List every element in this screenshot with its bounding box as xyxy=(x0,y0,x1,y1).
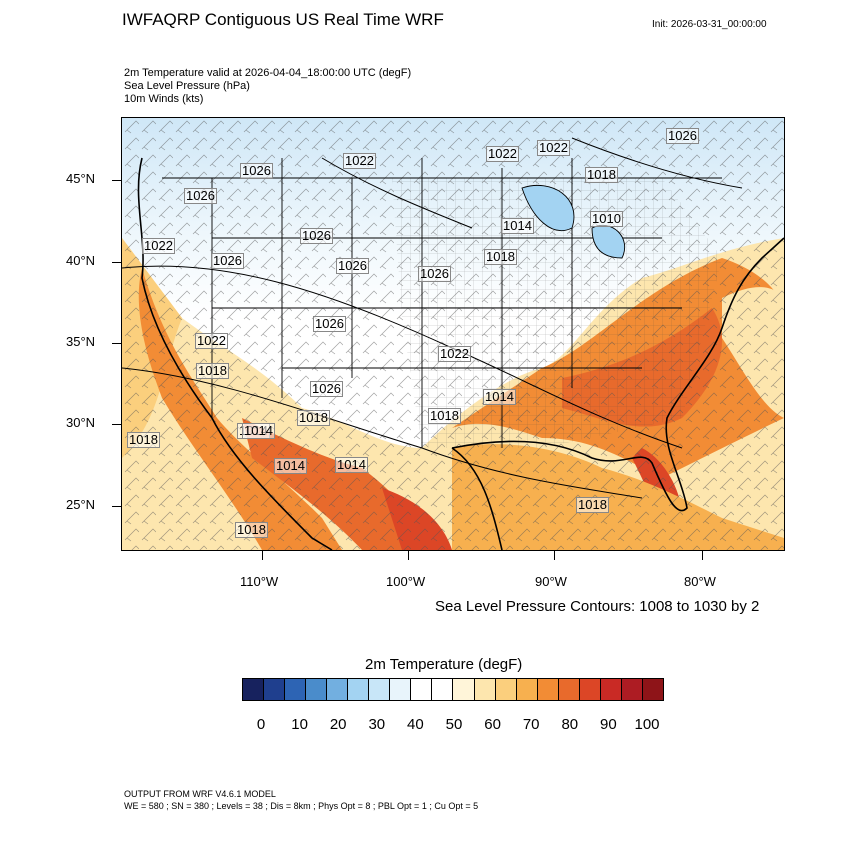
isobar-label: 1018 xyxy=(576,497,609,513)
colorbar-swatch xyxy=(348,679,370,700)
colorbar-label: 70 xyxy=(522,716,540,733)
colorbar-swatch xyxy=(243,679,265,700)
county-grid xyxy=(392,178,722,448)
footer-config: WE = 580 ; SN = 380 ; Levels = 38 ; Dis … xyxy=(124,801,479,811)
colorbar-swatch xyxy=(558,679,580,700)
init-time: Init: 2026-03-31_00:00:00 xyxy=(652,19,767,30)
isobar-label: 1014 xyxy=(335,457,368,473)
colorbar-label: 60 xyxy=(484,716,501,733)
isobar-label: 1018 xyxy=(127,432,160,448)
colorbar-swatch xyxy=(537,679,559,700)
isobar-label: 1026 xyxy=(313,316,346,332)
colorbar-swatch xyxy=(516,679,538,700)
isobar-label: 1022 xyxy=(195,333,228,349)
coastline xyxy=(137,157,784,550)
state-borders xyxy=(162,158,722,448)
lat-tick xyxy=(112,424,121,425)
lon-tick xyxy=(554,551,555,560)
colorbar-swatch xyxy=(369,679,391,700)
colorbar-title: 2m Temperature (degF) xyxy=(365,656,523,673)
isobar-label: 1026 xyxy=(184,188,217,204)
footer-model: OUTPUT FROM WRF V4.6.1 MODEL xyxy=(124,789,276,799)
isobar-label: 1026 xyxy=(310,381,343,397)
colorbar-label: 100 xyxy=(634,716,660,733)
colorbar-swatch xyxy=(432,679,454,700)
colorbar-swatch xyxy=(600,679,622,700)
lat-tick xyxy=(112,506,121,507)
isobar-label: 1014 xyxy=(501,218,534,234)
isobar-label: 1022 xyxy=(142,238,175,254)
colorbar-label: 10 xyxy=(291,716,308,733)
colorbar-label: 80 xyxy=(561,716,579,733)
colorbar xyxy=(242,678,664,701)
lat-tick xyxy=(112,343,121,344)
colorbar-label: 40 xyxy=(407,716,424,733)
field-label-pressure: Sea Level Pressure (hPa) xyxy=(124,80,250,92)
field-label-winds: 10m Winds (kts) xyxy=(124,93,204,105)
colorbar-swatch xyxy=(327,679,349,700)
isobar-label: 1018 xyxy=(484,249,517,265)
isobar-label: 1014 xyxy=(274,458,307,474)
colorbar-swatch xyxy=(306,679,328,700)
colorbar-swatch xyxy=(285,679,307,700)
lon-label-110: 110°W xyxy=(240,574,279,589)
colorbar-label: 0 xyxy=(256,716,266,733)
isobar-label: 1026 xyxy=(211,253,244,269)
isobar-label: 1018 xyxy=(297,410,330,426)
lat-label-35: 35°N xyxy=(66,334,96,349)
colorbar-label: 50 xyxy=(445,716,463,733)
isobar-label: 1022 xyxy=(537,140,570,156)
isobar-label: 1018 xyxy=(585,167,618,183)
colorbar-swatch xyxy=(474,679,496,700)
colorbar-swatch xyxy=(453,679,475,700)
lon-tick xyxy=(702,551,703,560)
isobar-label: 1018 xyxy=(428,408,461,424)
lat-label-40: 40°N xyxy=(66,253,96,268)
colorbar-label: 20 xyxy=(329,716,347,733)
isobar-label: 1014 xyxy=(242,423,275,439)
isobar-label: 1026 xyxy=(666,128,699,144)
lat-label-45: 45°N xyxy=(66,171,96,186)
colorbar-swatch xyxy=(495,679,517,700)
isobar-label: 1026 xyxy=(300,228,333,244)
lon-label-90: 90°W xyxy=(535,574,567,589)
page-title: IWFAQRP Contiguous US Real Time WRF xyxy=(122,10,444,29)
isobars xyxy=(122,137,743,499)
isobar-label: 1010 xyxy=(590,211,623,227)
isobar-label: 1026 xyxy=(418,266,451,282)
contour-note: Sea Level Pressure Contours: 1008 to 103… xyxy=(435,598,760,615)
lat-tick xyxy=(112,262,121,263)
colorbar-label: 90 xyxy=(600,716,617,733)
isobar-label: 1026 xyxy=(240,163,273,179)
lon-label-80: 80°W xyxy=(684,574,716,589)
colorbar-swatch xyxy=(264,679,286,700)
colorbar-label: 30 xyxy=(368,716,386,733)
lat-label-30: 30°N xyxy=(66,415,96,430)
isobar-label: 1026 xyxy=(336,258,369,274)
isobar-label: 1022 xyxy=(343,153,376,169)
isobar-label: 1022 xyxy=(486,146,519,162)
colorbar-swatch xyxy=(390,679,412,700)
isobar-label: 1014 xyxy=(483,389,516,405)
isobar-label: 1022 xyxy=(438,346,471,362)
colorbar-swatch xyxy=(621,679,643,700)
field-label-temperature: 2m Temperature valid at 2026-04-04_18:00… xyxy=(124,67,412,79)
colorbar-swatch xyxy=(642,679,663,700)
map-panel xyxy=(121,117,785,551)
colorbar-swatch xyxy=(579,679,601,700)
lon-tick xyxy=(408,551,409,560)
lat-tick xyxy=(112,180,121,181)
isobar-label: 1018 xyxy=(235,522,268,538)
colorbar-swatch xyxy=(411,679,433,700)
lon-label-100: 100°W xyxy=(386,574,426,589)
lon-tick xyxy=(262,551,263,560)
isobar-label: 1018 xyxy=(196,363,229,379)
lat-label-25: 25°N xyxy=(66,497,96,512)
temperature-map xyxy=(122,118,784,550)
